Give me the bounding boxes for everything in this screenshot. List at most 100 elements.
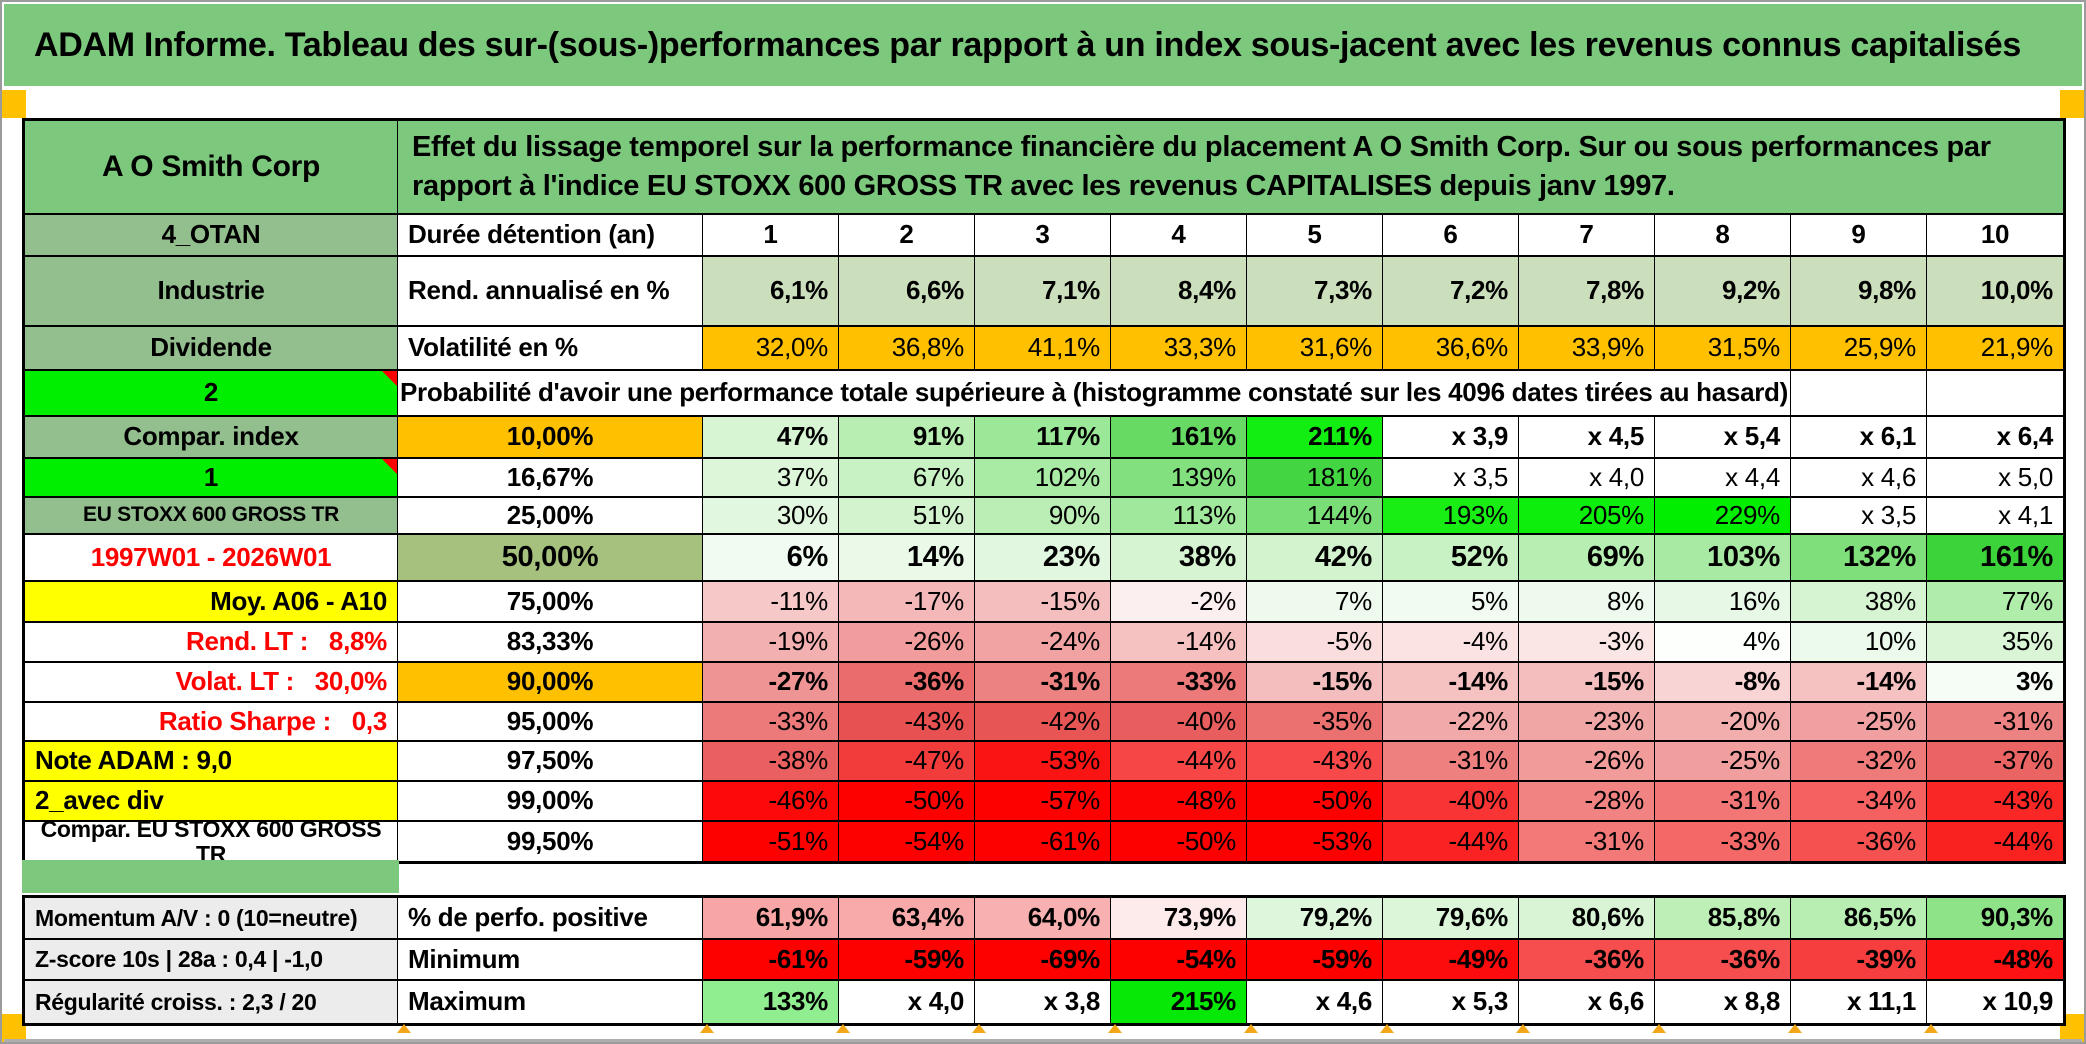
data-cell[interactable]: -44% — [1111, 742, 1247, 782]
data-cell[interactable]: 6% — [703, 535, 839, 582]
data-cell[interactable]: -42% — [975, 703, 1111, 742]
data-cell[interactable]: -38% — [703, 742, 839, 782]
data-cell[interactable]: -32% — [1791, 742, 1927, 782]
data-cell[interactable]: x 5,0 — [1927, 459, 2063, 498]
metric-label-cell[interactable]: 95,00% — [398, 703, 703, 742]
metric-label-cell[interactable]: 99,00% — [398, 782, 703, 822]
data-cell[interactable]: 8,4% — [1111, 257, 1247, 327]
data-cell[interactable]: 133% — [703, 981, 839, 1023]
row-label-cell[interactable]: Ratio Sharpe : 0,3 — [25, 703, 398, 742]
data-cell[interactable]: 132% — [1791, 535, 1927, 582]
data-cell[interactable]: -69% — [975, 940, 1111, 981]
data-cell[interactable]: -46% — [703, 782, 839, 822]
data-cell[interactable]: -25% — [1791, 703, 1927, 742]
data-cell[interactable]: -17% — [839, 582, 975, 623]
data-cell[interactable]: 36,6% — [1383, 327, 1519, 371]
data-cell[interactable]: -33% — [703, 703, 839, 742]
data-cell[interactable]: 9,2% — [1655, 257, 1791, 327]
data-cell[interactable]: -11% — [703, 582, 839, 623]
metric-label-cell[interactable]: Volatilité en % — [398, 327, 703, 371]
data-cell[interactable]: 80,6% — [1519, 898, 1655, 940]
row-label-cell[interactable]: Dividende — [25, 327, 398, 371]
column-header-cell[interactable]: 2 — [839, 215, 975, 257]
data-cell[interactable]: -50% — [1111, 822, 1247, 861]
data-cell[interactable]: -4% — [1383, 623, 1519, 663]
data-cell[interactable]: 33,9% — [1519, 327, 1655, 371]
data-cell[interactable]: 73,9% — [1111, 898, 1247, 940]
data-cell[interactable]: 113% — [1111, 498, 1247, 535]
data-cell[interactable]: -15% — [975, 582, 1111, 623]
data-cell[interactable]: 10% — [1791, 623, 1927, 663]
data-cell[interactable]: 38% — [1111, 535, 1247, 582]
data-cell[interactable]: 79,6% — [1383, 898, 1519, 940]
data-cell[interactable]: 33,3% — [1111, 327, 1247, 371]
data-cell[interactable]: 37% — [703, 459, 839, 498]
row-label-cell[interactable]: 2_avec div — [25, 782, 398, 822]
metric-label-cell[interactable]: 50,00% — [398, 535, 703, 582]
data-cell[interactable]: -33% — [1111, 663, 1247, 703]
data-cell[interactable]: 211% — [1247, 417, 1383, 459]
data-cell[interactable]: 61,9% — [703, 898, 839, 940]
data-cell[interactable]: -3% — [1519, 623, 1655, 663]
data-cell[interactable]: -50% — [839, 782, 975, 822]
data-cell[interactable]: -49% — [1383, 940, 1519, 981]
data-cell[interactable]: x 6,6 — [1519, 981, 1655, 1023]
data-cell[interactable]: -50% — [1247, 782, 1383, 822]
column-header-cell[interactable]: 7 — [1519, 215, 1655, 257]
data-cell[interactable]: -39% — [1791, 940, 1927, 981]
data-cell[interactable]: 215% — [1111, 981, 1247, 1023]
row-label-cell[interactable]: Moy. A06 - A10 — [25, 582, 398, 623]
data-cell[interactable]: -54% — [1111, 940, 1247, 981]
data-cell[interactable]: 7,3% — [1247, 257, 1383, 327]
data-cell[interactable]: -57% — [975, 782, 1111, 822]
data-cell[interactable]: -44% — [1383, 822, 1519, 861]
data-cell[interactable]: 5% — [1383, 582, 1519, 623]
data-cell[interactable]: x 3,5 — [1791, 498, 1927, 535]
instrument-name-cell[interactable]: A O Smith Corp — [25, 121, 398, 215]
data-cell[interactable]: -36% — [1655, 940, 1791, 981]
metric-label-cell[interactable]: 83,33% — [398, 623, 703, 663]
row-label-cell[interactable]: Compar. EU STOXX 600 GROSS TR — [25, 822, 398, 861]
column-header-cell[interactable]: 9 — [1791, 215, 1927, 257]
data-cell[interactable]: -59% — [839, 940, 975, 981]
data-cell[interactable]: -14% — [1111, 623, 1247, 663]
data-cell[interactable]: 10,0% — [1927, 257, 2063, 327]
data-cell[interactable]: 14% — [839, 535, 975, 582]
data-cell[interactable]: 41,1% — [975, 327, 1111, 371]
data-cell[interactable]: 25,9% — [1791, 327, 1927, 371]
data-cell[interactable]: 67% — [839, 459, 975, 498]
data-cell[interactable]: 7,2% — [1383, 257, 1519, 327]
row-label-cell[interactable]: Momentum A/V : 0 (10=neutre) — [25, 898, 398, 940]
row-label-cell[interactable]: Z-score 10s | 28a : 0,4 | -1,0 — [25, 940, 398, 981]
metric-label-cell[interactable]: 97,50% — [398, 742, 703, 782]
data-cell[interactable]: x 4,4 — [1655, 459, 1791, 498]
data-cell[interactable]: 8% — [1519, 582, 1655, 623]
probability-title-cell[interactable]: Probabilité d'avoir une performance tota… — [398, 371, 1791, 417]
data-cell[interactable]: -43% — [1247, 742, 1383, 782]
data-cell[interactable]: 38% — [1791, 582, 1927, 623]
metric-label-cell[interactable]: % de perfo. positive — [398, 898, 703, 940]
data-cell[interactable]: -15% — [1519, 663, 1655, 703]
data-cell[interactable]: 90% — [975, 498, 1111, 535]
data-cell[interactable]: 9,8% — [1791, 257, 1927, 327]
data-cell[interactable]: 79,2% — [1247, 898, 1383, 940]
data-cell[interactable]: 21,9% — [1927, 327, 2063, 371]
metric-label-cell[interactable]: Rend. annualisé en % — [398, 257, 703, 327]
data-cell[interactable]: -48% — [1111, 782, 1247, 822]
data-cell[interactable]: 52% — [1383, 535, 1519, 582]
data-cell[interactable]: -40% — [1111, 703, 1247, 742]
data-cell[interactable]: 31,6% — [1247, 327, 1383, 371]
column-header-cell[interactable]: 3 — [975, 215, 1111, 257]
metric-label-cell[interactable]: Maximum — [398, 981, 703, 1023]
data-cell[interactable]: x 3,9 — [1383, 417, 1519, 459]
data-cell[interactable]: -34% — [1791, 782, 1927, 822]
data-cell[interactable]: 23% — [975, 535, 1111, 582]
metric-label-cell[interactable]: 99,50% — [398, 822, 703, 861]
data-cell[interactable]: -61% — [703, 940, 839, 981]
data-cell[interactable]: -27% — [703, 663, 839, 703]
column-header-cell[interactable]: 5 — [1247, 215, 1383, 257]
data-cell[interactable]: 7% — [1247, 582, 1383, 623]
row-label-cell[interactable]: Note ADAM : 9,0 — [25, 742, 398, 782]
data-cell[interactable]: -35% — [1247, 703, 1383, 742]
data-cell[interactable]: x 8,8 — [1655, 981, 1791, 1023]
